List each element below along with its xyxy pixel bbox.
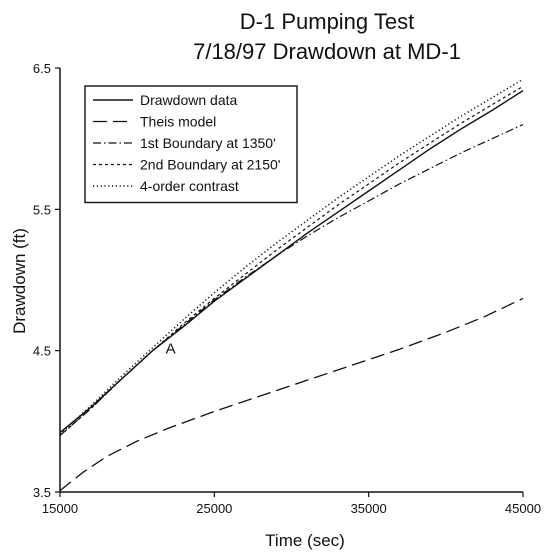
legend-box: [84, 85, 298, 204]
chart-title-line-1: D-1 Pumping Test: [240, 9, 414, 34]
legend: Drawdown data Theis model 1st Boundary at …: [84, 85, 298, 204]
chart-title-line-2: 7/18/97 Drawdown at MD-1: [193, 39, 461, 64]
legend-label-4: 4-order contrast: [140, 178, 239, 194]
plot-area: A: [59, 78, 524, 492]
legend-label-0: Drawdown data: [140, 92, 237, 108]
y-tick-label-2: 5.5: [33, 202, 51, 217]
x-tick-label-2: 35000: [351, 501, 387, 516]
x-tick-label-3: 45000: [505, 501, 541, 516]
y-axis-label: Drawdown (ft): [10, 228, 29, 334]
series-line-4: [59, 78, 524, 435]
axes: 15000 25000 35000 45000 3.5 4.5 5.5 6.5: [33, 61, 541, 516]
legend-label-1: Theis model: [140, 114, 216, 130]
legend-label-3: 2nd Boundary at 2150': [140, 157, 280, 173]
y-tick-label-3: 6.5: [33, 61, 51, 76]
x-tick-label-1: 25000: [196, 501, 232, 516]
legend-label-2: 1st Boundary at 1350': [140, 135, 276, 151]
y-tick-label-0: 3.5: [33, 485, 51, 500]
x-axis-label: Time (sec): [265, 531, 345, 550]
y-tick-label-1: 4.5: [33, 344, 51, 359]
x-tick-label-0: 15000: [42, 501, 78, 516]
annotation-label-0: A: [166, 340, 176, 357]
series-line-3: [59, 85, 524, 436]
series-line-1: [59, 297, 524, 492]
